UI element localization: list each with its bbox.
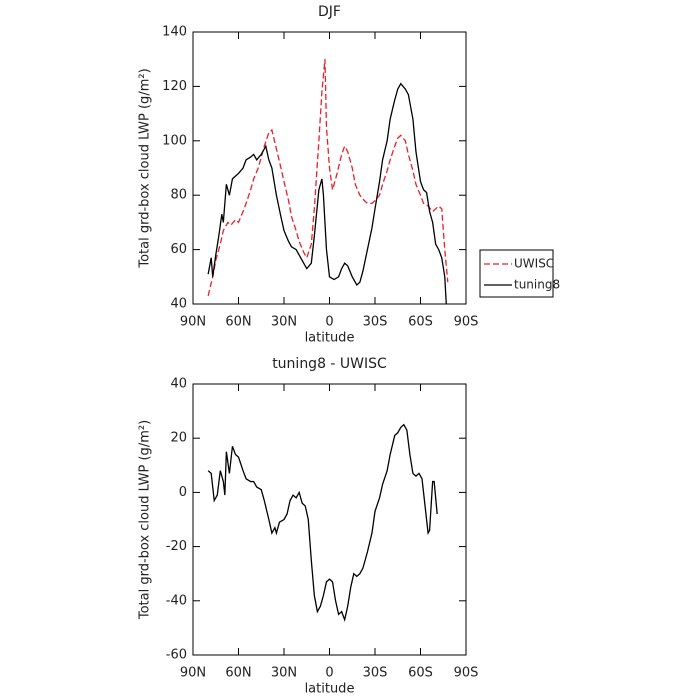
y-tick-label: -40 <box>166 593 187 608</box>
x-tick-label: 0 <box>325 315 333 330</box>
y-tick-label: -20 <box>166 539 187 554</box>
legend-box <box>479 249 554 298</box>
chart-title: tuning8 - UWISC <box>272 356 387 372</box>
x-tick-label: 30S <box>363 315 388 330</box>
y-tick-label: 0 <box>179 485 187 500</box>
x-axis-label: latitude <box>305 682 355 697</box>
x-tick-label: 30N <box>271 315 297 330</box>
y-tick-label: 40 <box>170 377 187 392</box>
y-tick-label: 80 <box>170 188 187 203</box>
y-tick-label: -60 <box>166 648 187 663</box>
y-tick-label: 140 <box>162 25 187 40</box>
y-tick-label: 120 <box>162 79 187 94</box>
x-tick-label: 90S <box>454 666 479 681</box>
x-tick-label: 60S <box>408 666 433 681</box>
x-tick-label: 90N <box>180 666 206 681</box>
legend-label: tuning8 <box>514 278 560 292</box>
x-tick-label: 90N <box>180 315 206 330</box>
x-tick-label: 30S <box>363 666 388 681</box>
y-tick-label: 40 <box>170 297 187 312</box>
x-tick-label: 90S <box>454 315 479 330</box>
x-tick-label: 60S <box>408 315 433 330</box>
x-tick-label: 0 <box>325 666 333 681</box>
data-line <box>207 82 447 305</box>
x-tick-label: 30N <box>271 666 297 681</box>
data-line <box>207 59 449 296</box>
x-tick-label: 60N <box>225 666 251 681</box>
chart-title: DJF <box>318 4 341 20</box>
y-tick-label: 20 <box>170 431 187 446</box>
x-tick-label: 60N <box>225 315 251 330</box>
y-tick-label: 100 <box>162 133 187 148</box>
x-axis-label: latitude <box>305 331 355 346</box>
legend-label: UWISC <box>514 257 554 271</box>
y-axis-label: Total grd-box cloud LWP (g/m²) <box>138 420 153 620</box>
plot-frame <box>192 383 467 656</box>
y-axis-label: Total grd-box cloud LWP (g/m²) <box>138 68 153 268</box>
data-line <box>207 423 438 623</box>
y-tick-label: 60 <box>170 242 187 257</box>
